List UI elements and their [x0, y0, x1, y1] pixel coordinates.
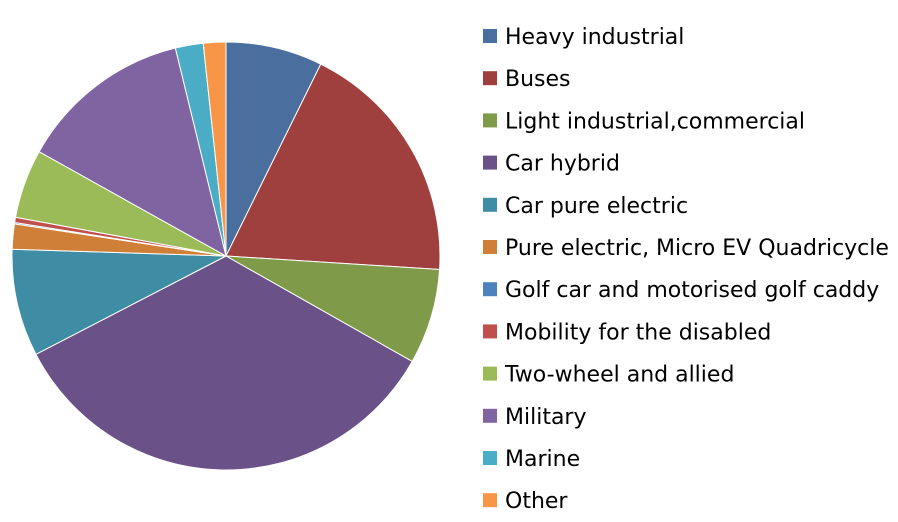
legend-item-other: Other — [483, 489, 568, 514]
legend-swatch — [483, 451, 497, 465]
pie-slice-buses — [225, 63, 441, 270]
legend-swatch — [483, 366, 497, 381]
legend-label: Pure electric, Micro EV Quadricycle — [505, 236, 889, 261]
pie-slice-car-pure-electric — [11, 248, 228, 356]
legend-swatch — [483, 155, 497, 170]
legend-label: Buses — [505, 67, 571, 92]
legend-item-golf-car-and-motorised-golf-caddy: Golf car and motorised golf caddy — [483, 278, 879, 303]
legend-label: Car hybrid — [505, 152, 620, 177]
legend-label: Marine — [505, 447, 580, 472]
legend-item-pure-electric-micro-ev-quadricycle: Pure electric, Micro EV Quadricycle — [483, 236, 889, 261]
legend-swatch — [483, 197, 497, 212]
legend-label: Other — [505, 489, 568, 514]
legend-item-car-pure-electric: Car pure electric — [483, 194, 688, 219]
legend-item-light-industrial-commercial: Light industrial,commercial — [483, 109, 805, 134]
legend-swatch — [483, 113, 497, 128]
legend-label: Military — [505, 405, 587, 430]
legend-item-marine: Marine — [483, 447, 580, 472]
legend-swatch — [483, 282, 497, 297]
pie-slice-car-hybrid — [35, 255, 413, 471]
legend: Heavy industrial Buses Light industrial,co… — [483, 25, 889, 514]
legend-label: Car pure electric — [505, 194, 688, 219]
legend-swatch — [483, 29, 497, 43]
legend-swatch — [483, 408, 497, 423]
legend-label: Two-wheel and allied — [504, 363, 734, 388]
legend-swatch — [483, 493, 497, 508]
legend-item-car-hybrid: Car hybrid — [483, 152, 620, 177]
legend-label: Mobility for the disabled — [505, 320, 771, 345]
legend-label: Heavy industrial — [505, 25, 684, 50]
legend-item-two-wheel-and-allied: Two-wheel and allied — [483, 363, 734, 388]
pie-slices — [11, 41, 441, 471]
legend-label: Golf car and motorised golf caddy — [505, 278, 879, 303]
legend-item-mobility-for-the-disabled: Mobility for the disabled — [483, 320, 771, 345]
legend-item-heavy-industrial: Heavy industrial — [483, 25, 684, 50]
legend-swatch — [483, 71, 497, 86]
legend-swatch — [483, 324, 497, 339]
pie-slice-military — [38, 47, 227, 257]
pie-slice-heavy-industrial — [225, 41, 322, 257]
legend-label: Light industrial,commercial — [505, 109, 805, 134]
legend-item-military: Military — [483, 405, 587, 430]
legend-swatch — [483, 240, 497, 254]
pie-slice-other — [202, 41, 227, 257]
legend-item-buses: Buses — [483, 67, 571, 92]
